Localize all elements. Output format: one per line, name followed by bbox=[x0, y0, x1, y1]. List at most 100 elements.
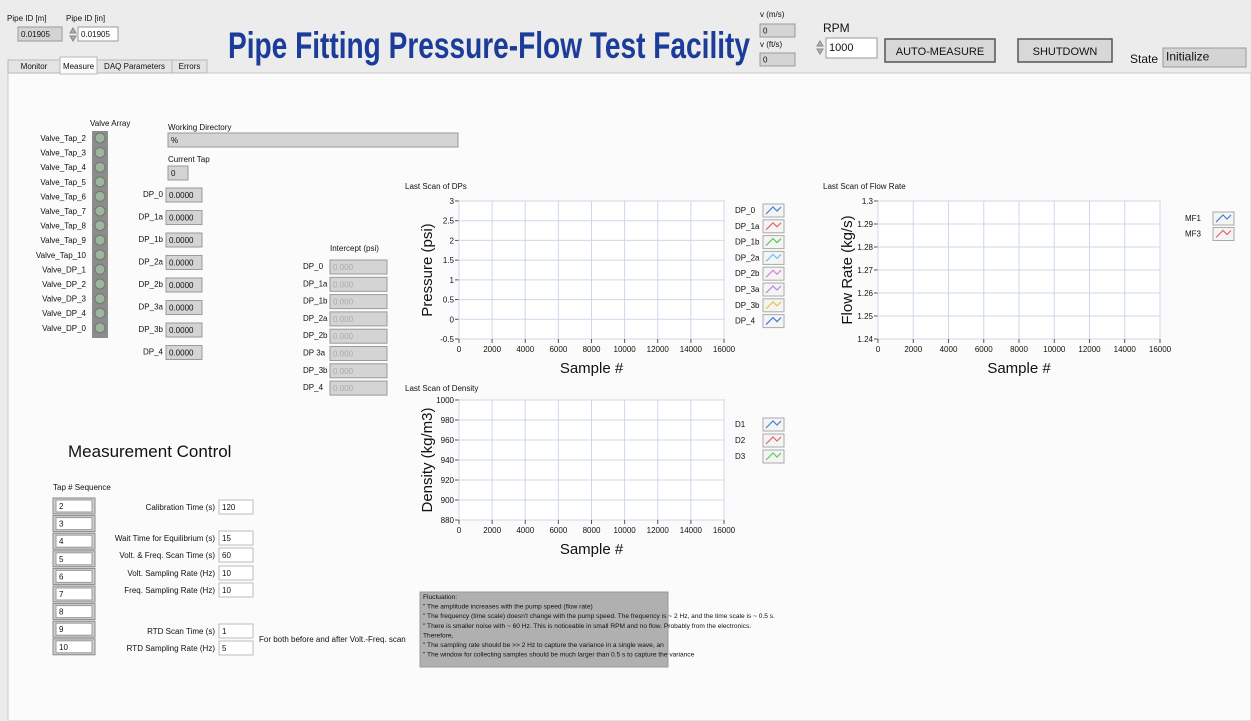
x-tick-label: 16000 bbox=[1149, 345, 1172, 354]
pipe-id-in-value: 0.01905 bbox=[81, 30, 110, 39]
legend-label: DP_0 bbox=[735, 206, 756, 215]
tab[interactable] bbox=[171, 59, 208, 74]
legend-label: DP_2b bbox=[735, 269, 760, 278]
state-label: State bbox=[1130, 52, 1158, 66]
spinner-down[interactable] bbox=[816, 48, 824, 55]
param-value-box[interactable] bbox=[218, 582, 254, 598]
note-line: Fluctuation: bbox=[423, 594, 457, 601]
legend-swatch-box[interactable] bbox=[762, 449, 785, 464]
x-tick-label: 14000 bbox=[680, 526, 703, 535]
tap-sequence-value: 2 bbox=[59, 502, 64, 511]
legend-swatch-box[interactable] bbox=[762, 433, 785, 448]
valve-label: Valve_DP_4 bbox=[42, 309, 86, 318]
intercept-value: 0.000 bbox=[333, 263, 354, 272]
y-tick-label: 1.27 bbox=[857, 266, 873, 275]
legend-label: DP_4 bbox=[735, 317, 756, 326]
legend-label: D1 bbox=[735, 420, 746, 429]
tab-label: Measure bbox=[63, 62, 95, 71]
param-value-box[interactable] bbox=[218, 623, 254, 639]
param-value: 15 bbox=[222, 534, 231, 543]
valve-led bbox=[94, 307, 106, 319]
legend-swatch-box[interactable] bbox=[762, 219, 785, 234]
state-value: Initialize bbox=[1166, 50, 1210, 64]
dp-value: 0.0000 bbox=[169, 191, 194, 200]
param-value-box[interactable] bbox=[218, 499, 254, 515]
legend-swatch-box[interactable] bbox=[1212, 211, 1235, 226]
y-tick-label: 980 bbox=[441, 416, 455, 425]
legend-swatch-box[interactable] bbox=[762, 266, 785, 281]
legend-swatch bbox=[765, 221, 782, 231]
dp-value-box bbox=[165, 255, 203, 270]
tap-sequence-value-box[interactable] bbox=[55, 622, 93, 636]
x-tick-label: 16000 bbox=[713, 526, 736, 535]
x-tick-label: 2000 bbox=[483, 345, 501, 354]
intercept-row-label: DP_2b bbox=[303, 331, 328, 340]
y-tick-label: 1000 bbox=[436, 396, 454, 405]
param-label: RTD Sampling Rate (Hz) bbox=[127, 644, 216, 653]
param-value-box[interactable] bbox=[218, 530, 254, 546]
param-value-box[interactable] bbox=[218, 640, 254, 656]
valve-led bbox=[94, 322, 106, 334]
tap-sequence-value: 10 bbox=[59, 643, 68, 652]
dp-value-box bbox=[165, 277, 203, 293]
dp-value-box bbox=[165, 210, 203, 225]
legend-swatch-box[interactable] bbox=[762, 203, 785, 218]
tap-sequence-value-box[interactable] bbox=[55, 605, 93, 619]
legend-swatch bbox=[765, 285, 782, 294]
param-value: 10 bbox=[222, 586, 231, 595]
tap-sequence-value-box[interactable] bbox=[55, 552, 93, 566]
spinner-up[interactable] bbox=[69, 27, 77, 34]
intercept-value: 0.000 bbox=[333, 384, 354, 393]
legend-swatch bbox=[765, 452, 782, 461]
legend-swatch-box[interactable] bbox=[762, 282, 785, 297]
tap-sequence-value-box[interactable] bbox=[55, 534, 93, 548]
legend-swatch-box[interactable] bbox=[762, 417, 785, 432]
dp-value-box bbox=[165, 232, 203, 248]
legend-swatch-box[interactable] bbox=[762, 235, 785, 250]
param-value-box[interactable] bbox=[218, 547, 254, 563]
rpm-value-box[interactable] bbox=[825, 37, 878, 59]
velocity-fts-value-box bbox=[759, 52, 796, 67]
intercept-row-label: DP_1b bbox=[303, 297, 328, 306]
valve-label: Valve_Tap_7 bbox=[40, 207, 86, 216]
intercept-row-label: DP_4 bbox=[303, 383, 324, 392]
legend-swatch-box[interactable] bbox=[1212, 227, 1235, 241]
x-tick-label: 14000 bbox=[680, 345, 703, 354]
y-tick-label: 1.25 bbox=[857, 312, 873, 321]
y-tick-label: 880 bbox=[441, 516, 455, 525]
dp-label: DP_4 bbox=[143, 348, 164, 357]
tap-sequence-value-box[interactable] bbox=[55, 587, 93, 601]
intercept-value: 0.000 bbox=[333, 280, 354, 289]
dp-value-box bbox=[165, 300, 203, 315]
dp-label: DP_1a bbox=[139, 213, 164, 222]
param-value: 5 bbox=[222, 644, 227, 653]
y-tick-label: 1.29 bbox=[857, 220, 873, 229]
pipe-id-in-value-box[interactable] bbox=[77, 26, 119, 42]
spinner-up[interactable] bbox=[816, 40, 824, 47]
current-tap-label: Current Tap bbox=[168, 155, 210, 164]
legend-swatch-box[interactable] bbox=[762, 298, 785, 313]
param-value-box[interactable] bbox=[218, 565, 254, 581]
param-value: 60 bbox=[222, 551, 231, 560]
tap-sequence-value-box[interactable] bbox=[55, 499, 93, 513]
tap-sequence-value-box[interactable] bbox=[55, 517, 93, 531]
tap-sequence-value-box[interactable] bbox=[55, 640, 93, 654]
y-tick-label: -0.5 bbox=[440, 335, 454, 344]
rpm-label: RPM bbox=[823, 21, 850, 35]
tap-sequence-value: 6 bbox=[59, 572, 64, 581]
button[interactable] bbox=[884, 38, 996, 63]
x-tick-label: 8000 bbox=[583, 526, 601, 535]
legend-swatch-box[interactable] bbox=[762, 314, 785, 329]
spinner-down[interactable] bbox=[69, 35, 77, 42]
valve-label: Valve_DP_2 bbox=[42, 280, 86, 289]
legend-swatch-box[interactable] bbox=[762, 250, 785, 265]
button[interactable] bbox=[1017, 38, 1113, 63]
dp-value: 0.0000 bbox=[169, 281, 194, 290]
x-tick-label: 0 bbox=[876, 345, 881, 354]
x-axis-label: Sample # bbox=[560, 541, 624, 558]
tap-sequence-value-box[interactable] bbox=[55, 569, 93, 583]
x-tick-label: 4000 bbox=[940, 345, 958, 354]
dp-label: DP_1b bbox=[139, 235, 164, 244]
note-box bbox=[419, 591, 669, 668]
valve-label: Valve_Tap_6 bbox=[40, 192, 86, 201]
